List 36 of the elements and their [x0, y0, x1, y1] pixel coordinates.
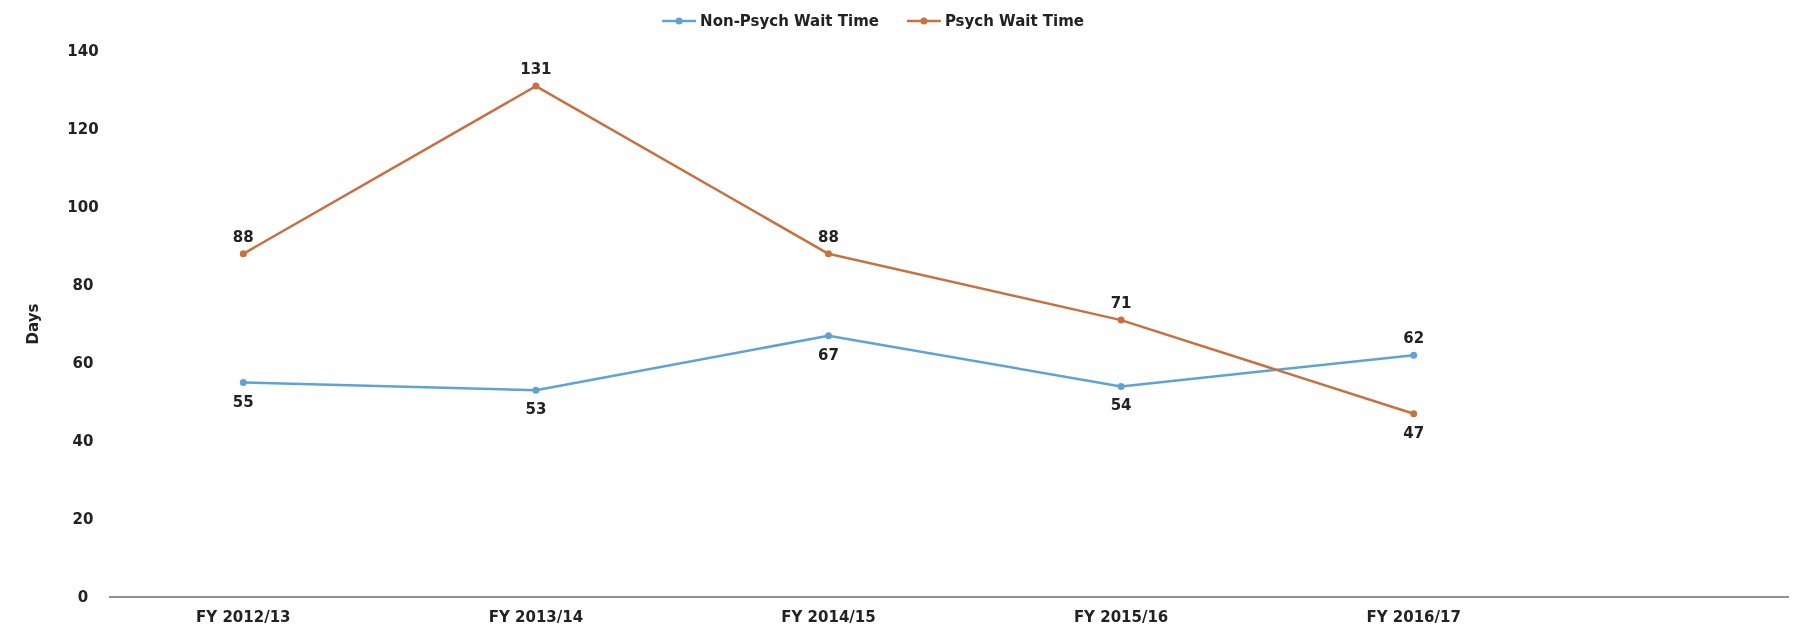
x-tick-label: FY 2015/16 [1073, 608, 1169, 626]
y-tick-label: 100 [67, 198, 99, 216]
point [532, 82, 540, 90]
x-tick-label: FY 2016/17 [1366, 608, 1461, 626]
y-axis-title: Days [24, 303, 42, 345]
legend-label: Psych Wait Time [944, 12, 1084, 30]
y-tick-label: 20 [72, 510, 94, 528]
x-tick-label: FY 2013/14 [488, 608, 584, 626]
point [1117, 382, 1125, 390]
data-label: 71 [1110, 294, 1132, 313]
legend-label: Non-Psych Wait Time [700, 12, 879, 30]
y-tick-label: 80 [72, 276, 94, 294]
point [825, 332, 832, 340]
data-label: 88 [818, 227, 839, 246]
point [239, 250, 247, 258]
y-tick-label: 120 [67, 120, 99, 138]
data-label: 131 [520, 60, 552, 79]
data-label: 47 [1403, 423, 1425, 442]
point [825, 250, 832, 258]
point [1410, 410, 1418, 418]
data-label: 62 [1403, 329, 1425, 348]
y-tick-label: 40 [72, 432, 94, 450]
x-tick-label: FY 2012/13 [196, 608, 291, 626]
point [1117, 316, 1125, 324]
x-tick-label: FY 2014/15 [781, 608, 876, 626]
data-label: 67 [818, 345, 839, 364]
data-label: 54 [1110, 396, 1132, 415]
point [532, 386, 540, 394]
y-tick-label: 0 [77, 588, 89, 606]
y-tick-label: 140 [67, 42, 99, 60]
point [239, 379, 247, 386]
data-label: 55 [232, 392, 254, 411]
data-label: 53 [525, 400, 547, 419]
data-label: 88 [232, 227, 254, 246]
point [1410, 351, 1418, 359]
y-tick-label: 60 [72, 354, 94, 372]
